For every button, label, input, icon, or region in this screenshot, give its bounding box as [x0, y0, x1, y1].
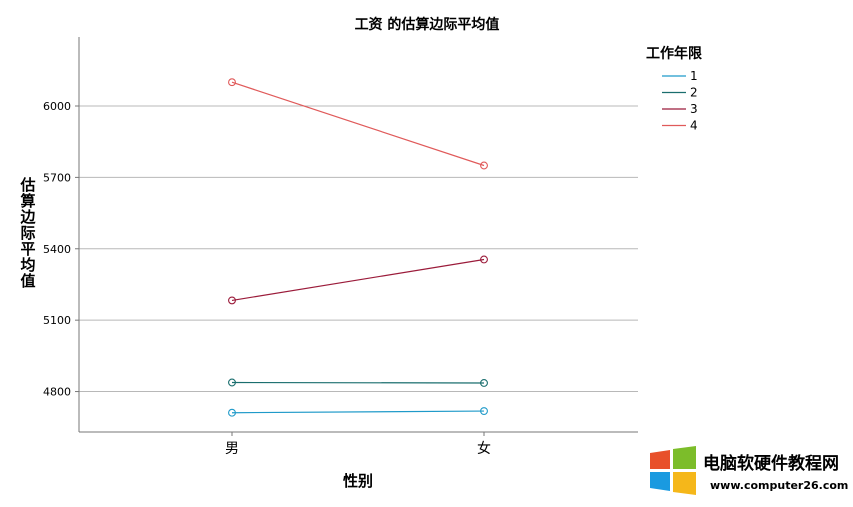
y-tick-label: 5100	[43, 314, 71, 327]
legend: 1 2 3 4	[662, 69, 698, 133]
gridlines	[79, 106, 638, 392]
y-tick-label: 5400	[43, 243, 71, 256]
y-tick-label: 5700	[43, 171, 71, 184]
axes	[79, 37, 638, 432]
series-line	[232, 411, 484, 413]
watermark-logo: 电脑软硬件教程网 www.computer26.com	[648, 445, 848, 497]
watermark-text: 电脑软硬件教程网	[703, 453, 839, 474]
x-category-label: 男	[225, 441, 239, 457]
legend-item: 4	[662, 119, 698, 133]
series-4	[229, 79, 488, 169]
y-tick-labels: 4800 5100 5400 5700 6000	[43, 100, 79, 399]
x-axis-title: 性别	[343, 472, 373, 490]
chart-title: 工资 的估算边际平均值	[355, 16, 500, 33]
watermark: 电脑软硬件教程网 www.computer26.com	[648, 445, 848, 497]
legend-item: 3	[662, 102, 698, 116]
legend-label: 4	[690, 119, 698, 133]
series-2	[229, 379, 488, 386]
series-1	[229, 408, 488, 416]
legend-title: 工作年限	[646, 45, 702, 62]
legend-label: 1	[690, 69, 698, 83]
series-line	[232, 82, 484, 165]
legend-label: 2	[690, 86, 698, 100]
x-category-label: 女	[477, 440, 491, 457]
legend-item: 2	[662, 86, 698, 100]
legend-item: 1	[662, 69, 698, 83]
watermark-url: www.computer26.com	[710, 479, 848, 492]
x-category-labels: 男女	[225, 432, 491, 457]
y-axis-title: 估算边际平均值	[19, 176, 36, 290]
series-line	[232, 259, 484, 300]
data-point	[481, 162, 488, 169]
legend-label: 3	[690, 102, 698, 116]
series-3	[229, 256, 488, 304]
y-tick-label: 4800	[43, 386, 71, 399]
y-tick-label: 6000	[43, 100, 71, 113]
series-lines	[229, 79, 488, 416]
y-axis-title-char: 值	[20, 272, 35, 290]
windows-logo-icon	[650, 446, 696, 495]
